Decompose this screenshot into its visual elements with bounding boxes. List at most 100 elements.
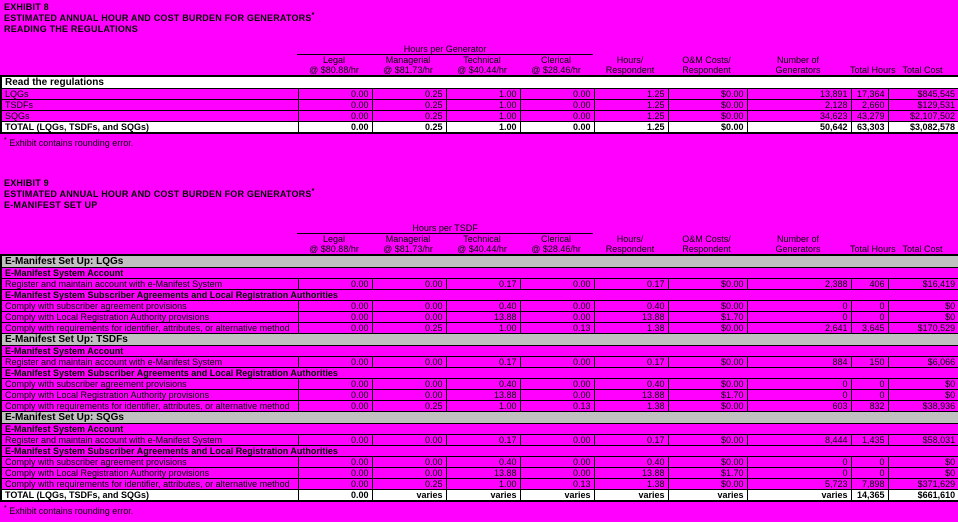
- row-label: Comply with requirements for identifier,…: [0, 400, 299, 412]
- table-cell: $38,936: [887, 400, 958, 412]
- table-row: Register and maintain account with e-Man…: [0, 278, 958, 290]
- row-label: SQGs: [0, 110, 299, 122]
- table-cell: 0.25: [371, 99, 447, 111]
- table-cell: 17,364: [850, 88, 889, 100]
- table-cell: 0.00: [297, 356, 373, 368]
- table-row: Comply with requirements for identifier,…: [0, 400, 958, 412]
- exhibit-9: EXHIBIT 9 ESTIMATED ANNUAL HOUR AND COST…: [0, 178, 958, 516]
- table-cell: 0.00: [297, 378, 373, 390]
- table-row: Register and maintain account with e-Man…: [0, 356, 958, 368]
- column-header: [850, 234, 887, 244]
- table-cell: 406: [850, 278, 889, 290]
- column-header: Respondent: [682, 244, 731, 254]
- hours-spanner: Hours per TSDF: [297, 223, 594, 234]
- row-label: E-Manifest System Subscriber Agreements …: [0, 445, 958, 457]
- spanner-row: Hours per Generator: [0, 44, 958, 55]
- table-cell: 0.40: [445, 456, 521, 468]
- burden-table: Read the regulations LQGs 0.00 0.25 1.00 0.00…: [0, 75, 958, 134]
- column-header-row: @ $80.88/hr @ $81.73/hr @ $40.44/hr @ $28.4…: [0, 65, 958, 75]
- column-header: Hours/: [616, 234, 644, 244]
- table-row: E-Manifest System Subscriber Agreements …: [0, 289, 958, 301]
- table-cell: 1.38: [593, 478, 669, 490]
- table-cell: $0: [887, 467, 958, 479]
- table-row: E-Manifest Set Up: LQGs: [0, 254, 958, 268]
- table-cell: $0.00: [667, 110, 748, 122]
- table-cell: $1.70: [667, 389, 748, 401]
- table-row: Comply with Local Registration Authority…: [0, 311, 958, 323]
- table-cell: 0.00: [297, 278, 373, 290]
- table-cell: 0.40: [445, 378, 521, 390]
- table-cell: varies: [371, 489, 447, 502]
- table-cell: 0.00: [519, 311, 595, 323]
- table-cell: $16,419: [887, 278, 958, 290]
- table-cell: 0.00: [371, 278, 447, 290]
- table-row: Comply with subscriber agreement provisi…: [0, 300, 958, 312]
- table-cell: 0.17: [445, 356, 521, 368]
- column-header: @ $81.73/hr: [383, 244, 433, 254]
- table-row: E-Manifest System Account: [0, 267, 958, 279]
- table-cell: 8,444: [746, 434, 852, 446]
- table-cell: 0.00: [297, 88, 373, 100]
- table-cell: 603: [746, 400, 852, 412]
- column-header: [887, 234, 958, 244]
- table-cell: $0.00: [667, 356, 748, 368]
- table-cell: 0.00: [519, 121, 595, 134]
- table-cell: 832: [850, 400, 889, 412]
- column-header: @ $80.88/hr: [309, 244, 359, 254]
- table-cell: $0: [887, 389, 958, 401]
- table-cell: 13.88: [445, 467, 521, 479]
- table-cell: 14,365: [850, 489, 889, 502]
- table-row: E-Manifest System Account: [0, 345, 958, 357]
- column-header: @ $81.73/hr: [383, 65, 433, 75]
- column-header-row: Legal Managerial Technical Clerical Hours/O&…: [0, 234, 958, 244]
- column-header: Legal: [322, 55, 346, 65]
- column-header: Managerial: [385, 234, 431, 244]
- table-row: E-Manifest Set Up: SQGs: [0, 411, 958, 424]
- table-cell: $0.00: [667, 322, 748, 334]
- table-cell: 0: [850, 389, 889, 401]
- table-cell: $0.00: [667, 300, 748, 312]
- column-header: Technical: [463, 55, 501, 65]
- table-cell: 2,641: [746, 322, 852, 334]
- table-cell: 0.40: [593, 378, 669, 390]
- table-cell: 0.25: [371, 121, 447, 134]
- column-header: Number of: [777, 55, 820, 65]
- table-cell: $845,545: [887, 88, 958, 100]
- table-cell: 1.00: [445, 400, 521, 412]
- table-cell: 0.40: [593, 456, 669, 468]
- table-row: TOTAL (LQGs, TSDFs, and SQGs) 0.00 0.25 1.0…: [0, 121, 958, 134]
- table-cell: 5,723: [746, 478, 852, 490]
- table-cell: $0.00: [667, 400, 748, 412]
- column-header: @ $28.46/hr: [531, 244, 581, 254]
- table-row: Comply with subscriber agreement provisi…: [0, 378, 958, 390]
- table-cell: 13,891: [746, 88, 852, 100]
- table-row: E-Manifest System Account: [0, 423, 958, 435]
- column-header: Clerical: [541, 234, 572, 244]
- table-cell: 1.38: [593, 322, 669, 334]
- title-footnote-mark: *: [311, 12, 315, 19]
- column-header: @ $40.44/hr: [457, 65, 507, 75]
- table-cell: $6,066: [887, 356, 958, 368]
- table-cell: $0.00: [667, 456, 748, 468]
- table-cell: 0: [850, 467, 889, 479]
- row-label: E-Manifest System Subscriber Agreements …: [0, 367, 958, 379]
- table-row: Read the regulations: [0, 75, 958, 89]
- column-header: Clerical: [541, 55, 572, 65]
- table-cell: 13.88: [445, 389, 521, 401]
- row-label: Comply with Local Registration Authority…: [0, 467, 299, 479]
- column-header: O&M Costs/: [682, 234, 731, 244]
- column-header: Generators: [775, 244, 821, 254]
- table-cell: 1.00: [445, 478, 521, 490]
- table-row: Register and maintain account with e-Man…: [0, 434, 958, 446]
- table-cell: $0.00: [667, 378, 748, 390]
- table-cell: 0.00: [519, 110, 595, 122]
- row-label: LQGs: [0, 88, 299, 100]
- table-row: Comply with Local Registration Authority…: [0, 467, 958, 479]
- exhibit-9-title-block: EXHIBIT 9 ESTIMATED ANNUAL HOUR AND COST…: [0, 178, 958, 211]
- row-label: E-Manifest System Account: [0, 267, 958, 279]
- table-cell: 0.17: [593, 356, 669, 368]
- table-row: SQGs 0.00 0.25 1.00 0.00 1.25 $0.00 34,623 43,27…: [0, 110, 958, 122]
- table-cell: 0: [850, 300, 889, 312]
- table-cell: 0: [746, 456, 852, 468]
- table-cell: $0.00: [667, 478, 748, 490]
